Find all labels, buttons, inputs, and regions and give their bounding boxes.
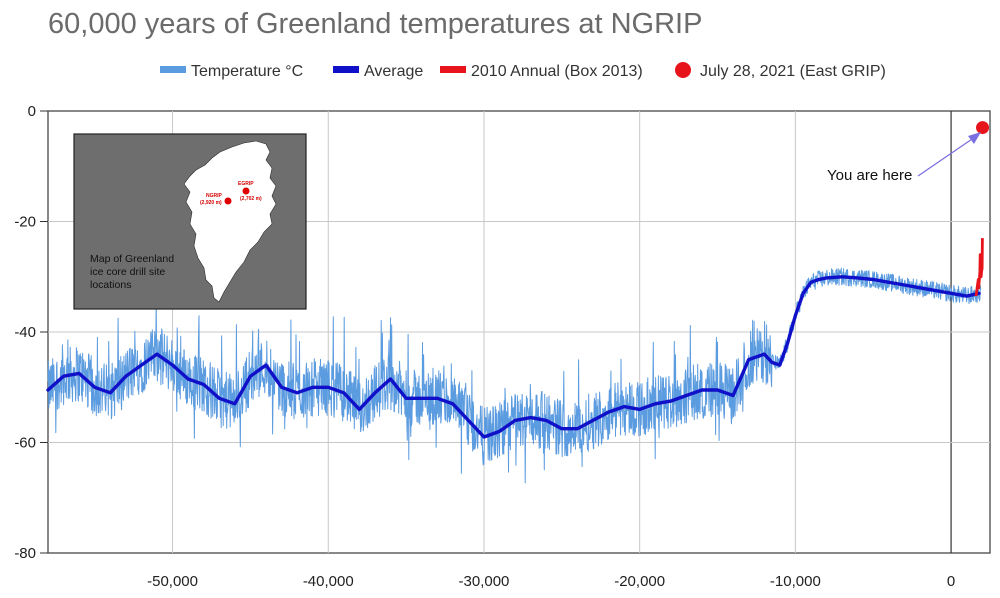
y-tick-label: 0 bbox=[28, 103, 36, 120]
annual-2010-series bbox=[974, 238, 984, 297]
legend-label-annual-2010: 2010 Annual (Box 2013) bbox=[471, 63, 643, 80]
inset-map-caption-line-1: Map of Greenland bbox=[90, 253, 174, 265]
x-tick-label: -20,000 bbox=[614, 573, 665, 590]
chart-title: 60,000 years of Greenland temperatures a… bbox=[48, 8, 702, 40]
ngrip-site-label: NGRIP bbox=[206, 193, 223, 199]
egrip-site-label: EGRIP bbox=[238, 181, 254, 187]
inset-map: NGRIP (2,920 m) EGRIP (2,702 m) Map of G… bbox=[73, 133, 307, 310]
temperature-line bbox=[47, 267, 982, 484]
legend-swatch-average bbox=[333, 66, 359, 73]
x-axis: -50,000 -40,000 -30,000 -20,000 -10,000 0 bbox=[147, 573, 955, 590]
y-tick-label: -80 bbox=[14, 545, 36, 562]
x-tick-label: -50,000 bbox=[147, 573, 198, 590]
y-tick-label: -20 bbox=[14, 214, 36, 231]
annotation-arrow-line bbox=[917, 136, 976, 177]
x-tick-label: -10,000 bbox=[770, 573, 821, 590]
y-tick-label: -40 bbox=[14, 324, 36, 341]
legend: Temperature °C Average 2010 Annual (Box … bbox=[160, 62, 886, 80]
egrip-site-marker bbox=[242, 187, 250, 195]
egrip-site-elevation: (2,702 m) bbox=[240, 196, 262, 202]
greenland-map-icon bbox=[183, 140, 277, 303]
x-tick-label: 0 bbox=[947, 573, 955, 590]
annotation-arrowhead-icon bbox=[968, 132, 981, 144]
you-are-here-annotation: You are here bbox=[827, 132, 981, 184]
legend-label-east-grip: July 28, 2021 (East GRIP) bbox=[700, 63, 886, 80]
annual-2010-line bbox=[974, 238, 984, 297]
legend-label-average: Average bbox=[364, 63, 423, 80]
ngrip-site-elevation: (2,920 m) bbox=[200, 200, 222, 206]
legend-label-temperature: Temperature °C bbox=[191, 63, 303, 80]
y-axis: 0 -20 -40 -60 -80 bbox=[14, 103, 48, 562]
y-tick-label: -60 bbox=[14, 435, 36, 452]
temperature-series bbox=[47, 267, 982, 484]
x-tick-label: -40,000 bbox=[303, 573, 354, 590]
inset-map-caption-line-3: locations bbox=[90, 279, 131, 291]
legend-marker-east-grip bbox=[675, 62, 691, 78]
ngrip-site-marker bbox=[224, 197, 232, 205]
annotation-text: You are here bbox=[827, 167, 912, 184]
x-tick-label: -30,000 bbox=[459, 573, 510, 590]
east-grip-2021-point bbox=[976, 121, 990, 135]
average-line bbox=[46, 275, 981, 439]
average-series bbox=[46, 275, 981, 439]
legend-swatch-temperature bbox=[160, 66, 186, 73]
inset-map-caption-line-2: ice core drill site bbox=[90, 266, 165, 278]
legend-swatch-annual-2010 bbox=[440, 66, 466, 73]
